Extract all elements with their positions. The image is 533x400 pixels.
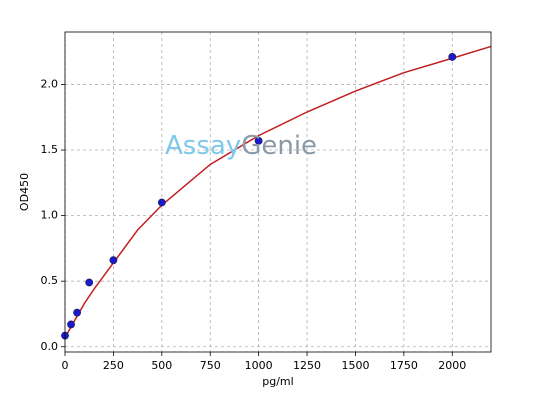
fit-curve (64, 45, 492, 338)
x-tick-label: 2000 (438, 359, 466, 372)
y-tick-label: 0.0 (41, 340, 59, 353)
watermark-part: Assay (165, 131, 241, 161)
data-point (109, 256, 118, 265)
x-tick-label: 250 (103, 359, 124, 372)
x-tick-label: 1000 (245, 359, 273, 372)
y-tick-label: 2.0 (41, 77, 59, 90)
data-point (448, 53, 457, 61)
plot-area: 0 250 500 750 1000 1250 1500 1750 2000 0.0 0.5 1.0 1… (41, 32, 492, 372)
x-axis-label: pg/ml (262, 375, 293, 388)
x-tick-label: 1750 (390, 359, 418, 372)
data-point (254, 136, 263, 145)
x-tick-label: 500 (151, 359, 172, 372)
y-tick-label: 1.5 (41, 143, 59, 156)
x-tick-label: 1500 (341, 359, 369, 372)
x-tick-label: 0 (62, 359, 69, 372)
watermark: AssayGenie (165, 131, 317, 161)
x-tick-label: 750 (200, 359, 221, 372)
data-point (85, 278, 94, 287)
y-axis-label: OD450 (18, 173, 31, 211)
watermark-part: Genie (241, 131, 317, 161)
y-tick-label: 1.0 (41, 209, 59, 222)
y-tick-label: 0.5 (41, 274, 59, 287)
data-point (67, 320, 75, 329)
plot-frame (64, 31, 492, 353)
data-point (157, 198, 166, 207)
data-point (73, 308, 82, 317)
x-tick-label: 1250 (293, 359, 321, 372)
